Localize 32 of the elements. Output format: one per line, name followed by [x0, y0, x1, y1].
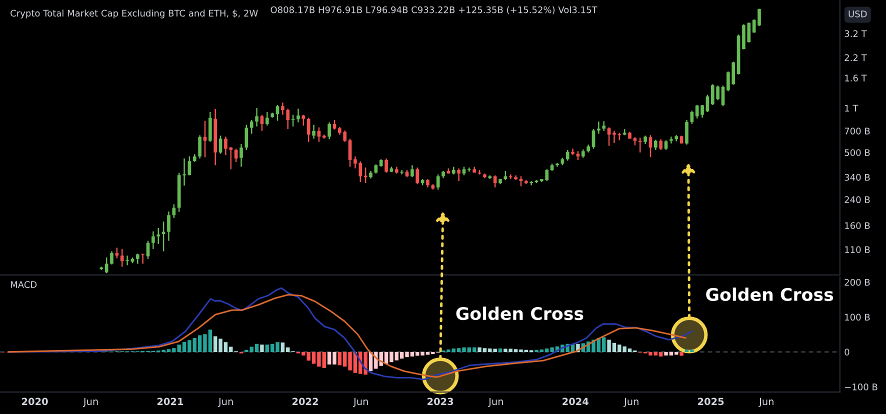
x-tick-label: Jun: [488, 398, 503, 407]
y-tick-label: 2.2 T: [844, 54, 867, 61]
x-tick-label: Jun: [624, 398, 638, 407]
y-tick-label: 100 B: [845, 314, 870, 321]
x-tick-label: Jun: [82, 398, 98, 407]
y-tick-label: 0: [844, 348, 850, 356]
text: USD: [848, 10, 867, 18]
text: Crypto Total Market Cap Excluding BTC and ETH, $, 2W: [10, 10, 258, 18]
y-tick-label: 340 B: [844, 174, 870, 181]
y-tick-label: 110 B: [845, 246, 870, 254]
x-tick-label: 2020: [22, 398, 48, 406]
y-tick-label: 1 T: [845, 104, 858, 112]
y-tick-label: 1.6 T: [845, 74, 867, 82]
y-tick-label: 200 B: [844, 278, 870, 286]
y-tick-label: −100 B: [845, 384, 878, 390]
x-tick-label: Jun: [218, 398, 233, 407]
y-tick-label: 3.2 T: [844, 30, 867, 38]
y-tick-label: 240 B: [844, 196, 870, 204]
chart-title: MACD: [10, 281, 37, 288]
x-tick-label: 2024: [562, 398, 588, 406]
x-tick-label: 2021: [157, 398, 184, 406]
y-tick-label: 160 B: [845, 222, 870, 230]
x-tick-label: Jun: [353, 398, 368, 407]
x-tick-label: 2023: [428, 398, 454, 406]
x-tick-label: Jun: [758, 398, 774, 407]
y-tick-label: 500 B: [844, 149, 870, 156]
x-tick-label: 2022: [292, 398, 318, 406]
x-tick-label: 2025: [698, 398, 724, 406]
y-tick-label: 700 B: [844, 128, 870, 134]
annotation: O808.17B H976.91B L796.94B C933.22B +125.35B (+15.52%) Vol3.15T: [270, 6, 598, 14]
annotation: Golden Cross: [706, 288, 834, 302]
annotation: Golden Cross: [456, 306, 584, 320]
